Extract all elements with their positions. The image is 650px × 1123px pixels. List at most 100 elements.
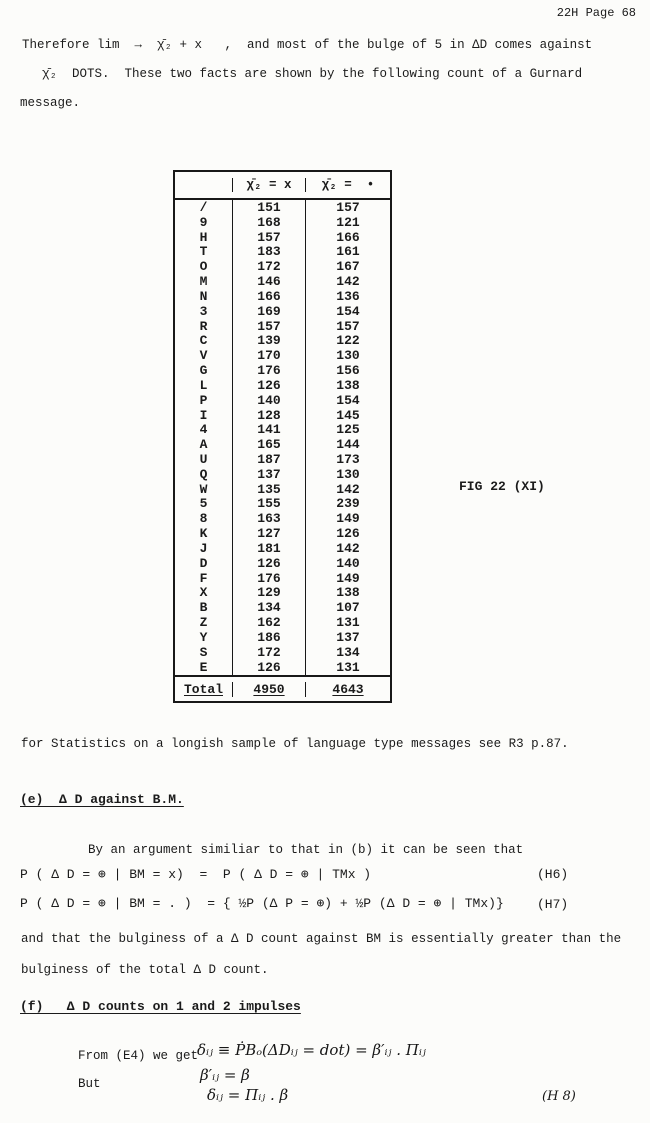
row-letter: Q: [199, 466, 208, 482]
row-letter: 5: [199, 496, 208, 512]
cell-value: 126: [232, 377, 305, 393]
from-e4-label: From (E4) we get: [78, 1049, 199, 1063]
row-letter: E: [199, 659, 208, 675]
table-row: I 128 145: [175, 407, 390, 423]
row-letter: A: [199, 437, 208, 453]
cell-value: 172: [232, 259, 305, 275]
row-letter: S: [199, 644, 208, 660]
table-row: Z 162 131: [175, 615, 390, 631]
cell-value: 121: [305, 214, 390, 230]
cell-value: 131: [305, 659, 390, 675]
cell-value: 173: [305, 452, 390, 467]
row-letter: H: [199, 229, 208, 245]
table-row: D 126 140: [175, 555, 390, 571]
cell-value: 183: [232, 244, 305, 260]
cell-value: 163: [232, 511, 305, 527]
cell-value: 142: [305, 481, 390, 497]
cell-value: 157: [305, 199, 390, 215]
statistics-note: for Statistics on a longish sample of la…: [21, 737, 569, 751]
cell-value: 156: [305, 363, 390, 379]
cell-value: 128: [232, 407, 305, 423]
row-letter: 4: [199, 422, 208, 438]
cell-value: 137: [232, 466, 305, 482]
cell-value: 155: [232, 496, 305, 512]
table-row: F 176 149: [175, 570, 390, 586]
row-letter: T: [199, 244, 208, 260]
row-letter: 3: [199, 303, 208, 319]
row-letter: N: [199, 288, 208, 304]
row-letter: 9: [199, 214, 208, 230]
but-label: But: [78, 1077, 101, 1091]
table-row: T 183 161: [175, 244, 390, 260]
cell-value: 162: [232, 615, 305, 631]
intro-line-3: message.: [20, 96, 81, 110]
total-cross-value: 4950: [232, 681, 305, 697]
table-row: B 134 107: [175, 600, 390, 616]
cell-value: 138: [305, 377, 390, 393]
figure-label: FIG 22 (XI): [459, 479, 545, 494]
table-row: C 139 122: [175, 333, 390, 349]
row-letter: M: [199, 274, 208, 290]
section-e-outro-1: and that the bulginess of a Δ D count ag…: [21, 932, 622, 946]
cell-value: 140: [232, 392, 305, 408]
table-row: O 172 167: [175, 259, 390, 275]
table-row: H 157 166: [175, 229, 390, 245]
table-row: A 165 144: [175, 437, 390, 453]
row-letter: D: [199, 555, 208, 571]
row-letter: X: [199, 585, 208, 601]
cell-value: 142: [305, 274, 390, 290]
cell-value: 157: [232, 318, 305, 334]
row-letter: J: [199, 540, 208, 556]
cell-value: 165: [232, 437, 305, 453]
cell-value: 154: [305, 392, 390, 408]
table-row: Y 186 137: [175, 629, 390, 645]
equation-h7: P ( Δ D = ⊕ | BM = . ) = { ½P (Δ P = ⊕) …: [20, 896, 504, 911]
table-row: Q 137 130: [175, 466, 390, 482]
cell-value: 151: [232, 199, 305, 215]
table-row: 9 168 121: [175, 214, 390, 230]
table-row: 8 163 149: [175, 511, 390, 527]
cell-value: 170: [232, 348, 305, 364]
intro-line-1: Therefore lim → χ̄₂ + x , and most of th…: [22, 38, 593, 52]
cell-value: 125: [305, 422, 390, 438]
row-letter: P: [199, 392, 208, 408]
cell-value: 154: [305, 303, 390, 319]
row-letter: C: [199, 333, 208, 349]
row-letter: K: [199, 526, 208, 542]
cell-value: 126: [232, 555, 305, 571]
handwritten-equation-1: δᵢⱼ ≡ ṖBₒ(ΔDᵢⱼ = dot) = β′ᵢⱼ . Πᵢⱼ: [197, 1041, 426, 1059]
page-number-header: 22H Page 68: [556, 6, 636, 20]
table-body: /151 157 9 168 121 H 157 166 T 183 161 O 172 167 M 146 1…: [175, 199, 390, 675]
cell-value: 134: [232, 600, 305, 616]
table-total-row: Total 4950 4643: [175, 675, 390, 701]
cell-value: 127: [232, 526, 305, 542]
cell-value: 168: [232, 214, 305, 230]
cell-value: 149: [305, 511, 390, 527]
row-letter: /: [199, 199, 208, 215]
cell-value: 166: [305, 229, 390, 245]
cell-value: 167: [305, 259, 390, 275]
cell-value: 139: [232, 333, 305, 349]
table-row: U 187 173: [175, 452, 390, 467]
table-row: P 140 154: [175, 392, 390, 408]
cell-value: 176: [232, 570, 305, 586]
cell-value: 141: [232, 422, 305, 438]
cell-value: 145: [305, 407, 390, 423]
row-letter: I: [199, 407, 208, 423]
cell-value: 107: [305, 600, 390, 616]
intro-line-2: χ̄₂ DOTS. These two facts are shown by t…: [42, 67, 583, 81]
handwritten-equation-2: β′ᵢⱼ = β: [200, 1066, 250, 1084]
cell-value: 176: [232, 363, 305, 379]
cell-value: 131: [305, 615, 390, 631]
cell-value: 130: [305, 348, 390, 364]
header-cell-chi-dot: χ̄₂ = •: [305, 178, 390, 192]
row-letter: V: [199, 348, 208, 364]
section-e-heading: (e) Δ D against B.M.: [20, 792, 184, 807]
cell-value: 172: [232, 644, 305, 660]
handwritten-equation-3: δᵢⱼ = Πᵢⱼ . β: [207, 1086, 289, 1104]
table-row: J 181 142: [175, 540, 390, 556]
cell-value: 136: [305, 288, 390, 304]
section-e-intro: By an argument similiar to that in (b) i…: [88, 843, 524, 857]
table-row: V 170 130: [175, 348, 390, 364]
